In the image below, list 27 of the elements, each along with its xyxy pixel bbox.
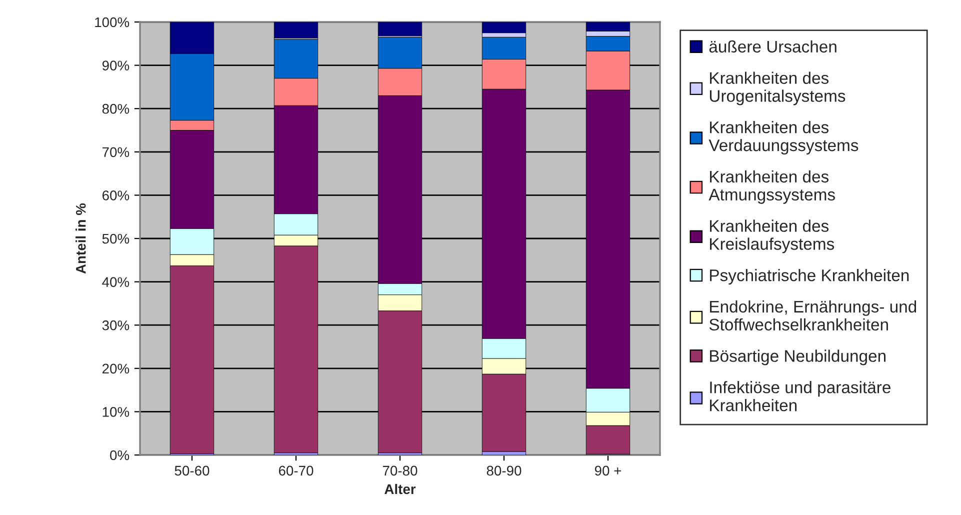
x-axis-title: Alter (384, 484, 416, 494)
y-tick-label: 30% (102, 320, 130, 330)
y-tick-label: 40% (102, 277, 130, 287)
x-tick-label: 90 + (594, 466, 622, 476)
y-tick-label: 100% (95, 17, 130, 28)
legend-label: Krankheiten des Urogenitalsystems (710, 72, 846, 106)
legend-label: Krankheiten des Atmungssystems (708, 170, 835, 204)
y-tick-label: 60% (102, 190, 130, 200)
y-tick-label: 50% (102, 234, 130, 244)
y-axis-title: Anteil in % (76, 203, 86, 274)
y-tick-label: 80% (102, 104, 130, 114)
y-tick-label: 90% (102, 60, 130, 70)
legend-label: Infektiöse und parasitäre Krankheiten (710, 381, 890, 412)
legend-label: äußere Ursachen (709, 40, 836, 53)
x-tick-label: 60-70 (278, 466, 314, 476)
y-tick-label: 70% (102, 147, 130, 158)
legend-label: Bösartige Neubildungen (710, 350, 886, 366)
legend-label: Krankheiten des Verdauungssystems (708, 121, 858, 155)
y-tick-label: 0% (110, 450, 130, 460)
legend-label: Endokrine, Ernährungs- und Stoffwechselkrankheiten (709, 300, 916, 331)
x-tick-label: 80-90 (486, 466, 522, 476)
x-tick-label: 50-60 (174, 466, 210, 476)
legend-label: Psychiatrische Krankheiten (710, 268, 909, 285)
legend-label: Krankheiten des Kreislaufsystems (710, 220, 834, 254)
y-tick-label: 10% (102, 407, 130, 417)
y-tick-label: 20% (102, 364, 130, 374)
x-tick-label: 70-80 (382, 466, 418, 476)
